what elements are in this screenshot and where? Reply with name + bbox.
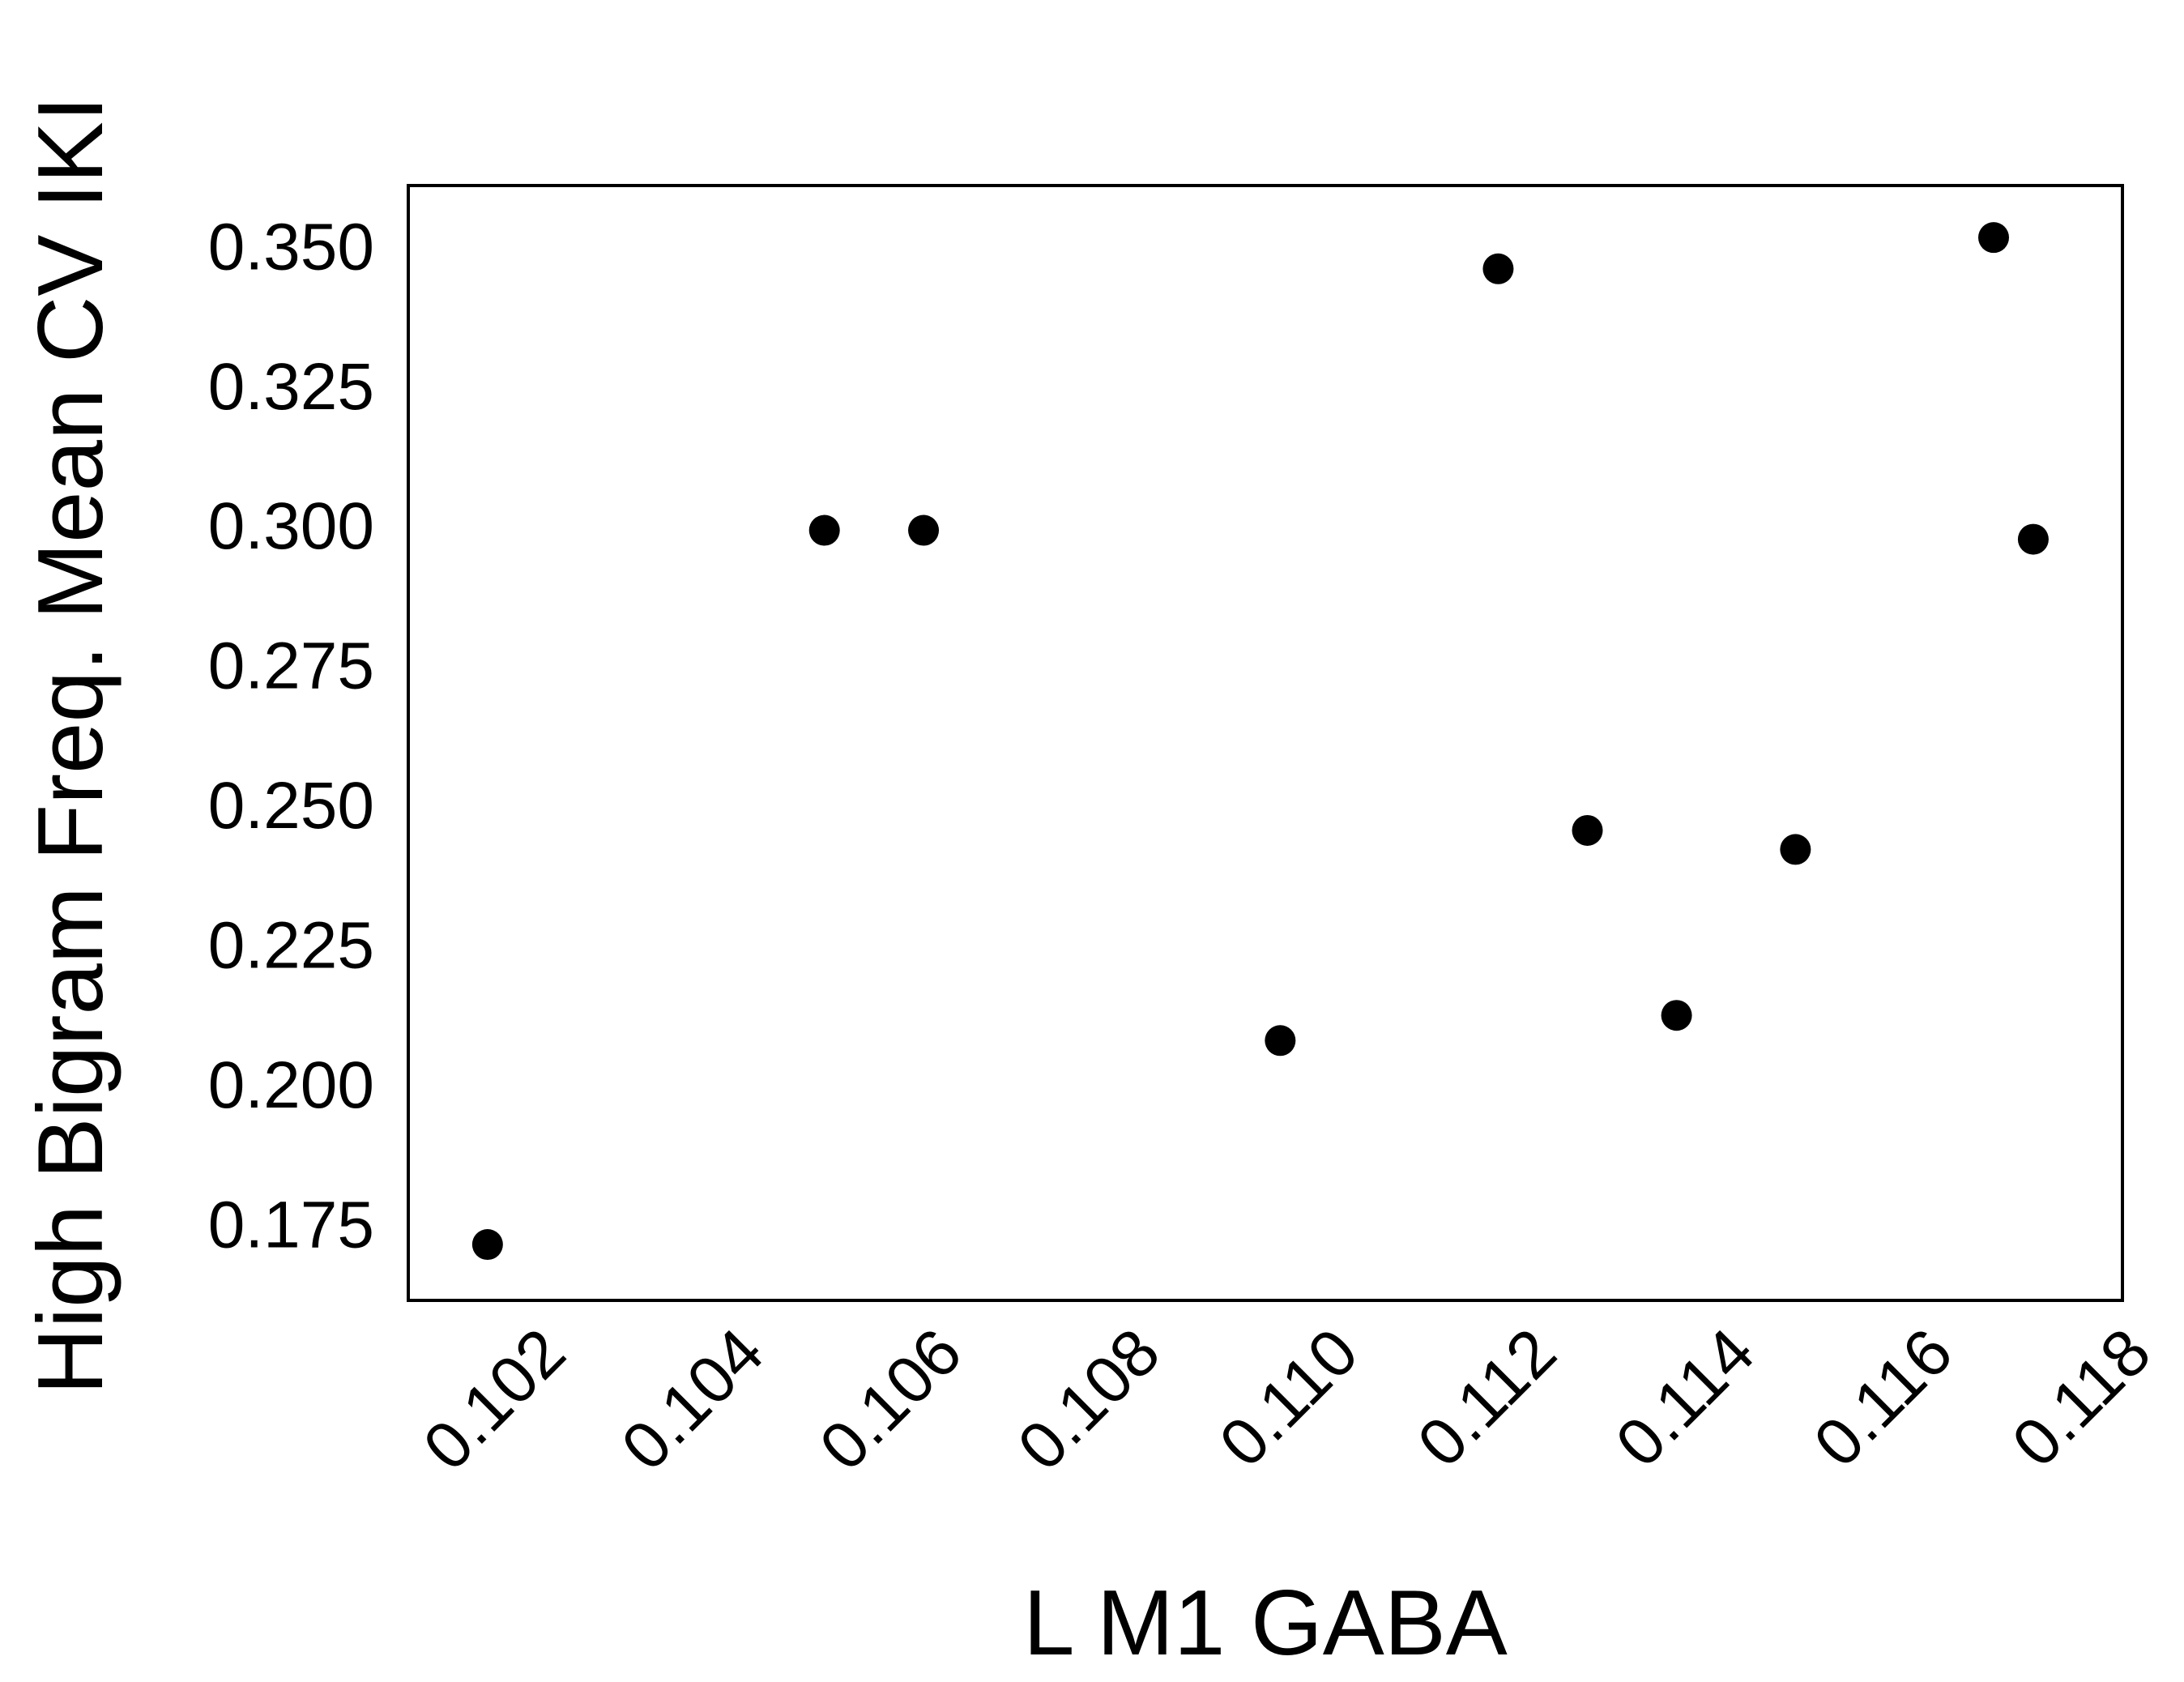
y-tick-label: 0.325 — [208, 350, 374, 424]
x-axis-label: L M1 GABA — [1023, 1572, 1508, 1675]
y-tick-label: 0.300 — [208, 489, 374, 563]
data-point — [1780, 834, 1811, 865]
y-tick-label: 0.225 — [208, 909, 374, 983]
data-point — [471, 1229, 503, 1261]
data-point — [1572, 814, 1603, 846]
y-axis-label: High Bigram Freq. Mean CV IKI — [19, 96, 122, 1395]
data-points — [471, 222, 2049, 1261]
data-point — [1265, 1025, 1296, 1057]
data-point — [908, 514, 940, 546]
y-tick-label: 0.350 — [208, 210, 374, 284]
y-tick-label: 0.275 — [208, 630, 374, 703]
data-point — [1661, 1000, 1692, 1031]
y-axis-ticks: 0.175 0.200 0.225 0.250 0.275 0.300 0.325 0.350 — [208, 210, 374, 1262]
y-tick-label: 0.175 — [208, 1188, 374, 1262]
plot-frame — [407, 184, 2124, 1302]
y-tick-label: 0.200 — [208, 1048, 374, 1122]
data-point — [1482, 253, 1514, 284]
data-point — [808, 514, 840, 546]
data-point — [1977, 222, 2009, 254]
data-point — [2017, 523, 2049, 555]
y-tick-label: 0.250 — [208, 769, 374, 843]
